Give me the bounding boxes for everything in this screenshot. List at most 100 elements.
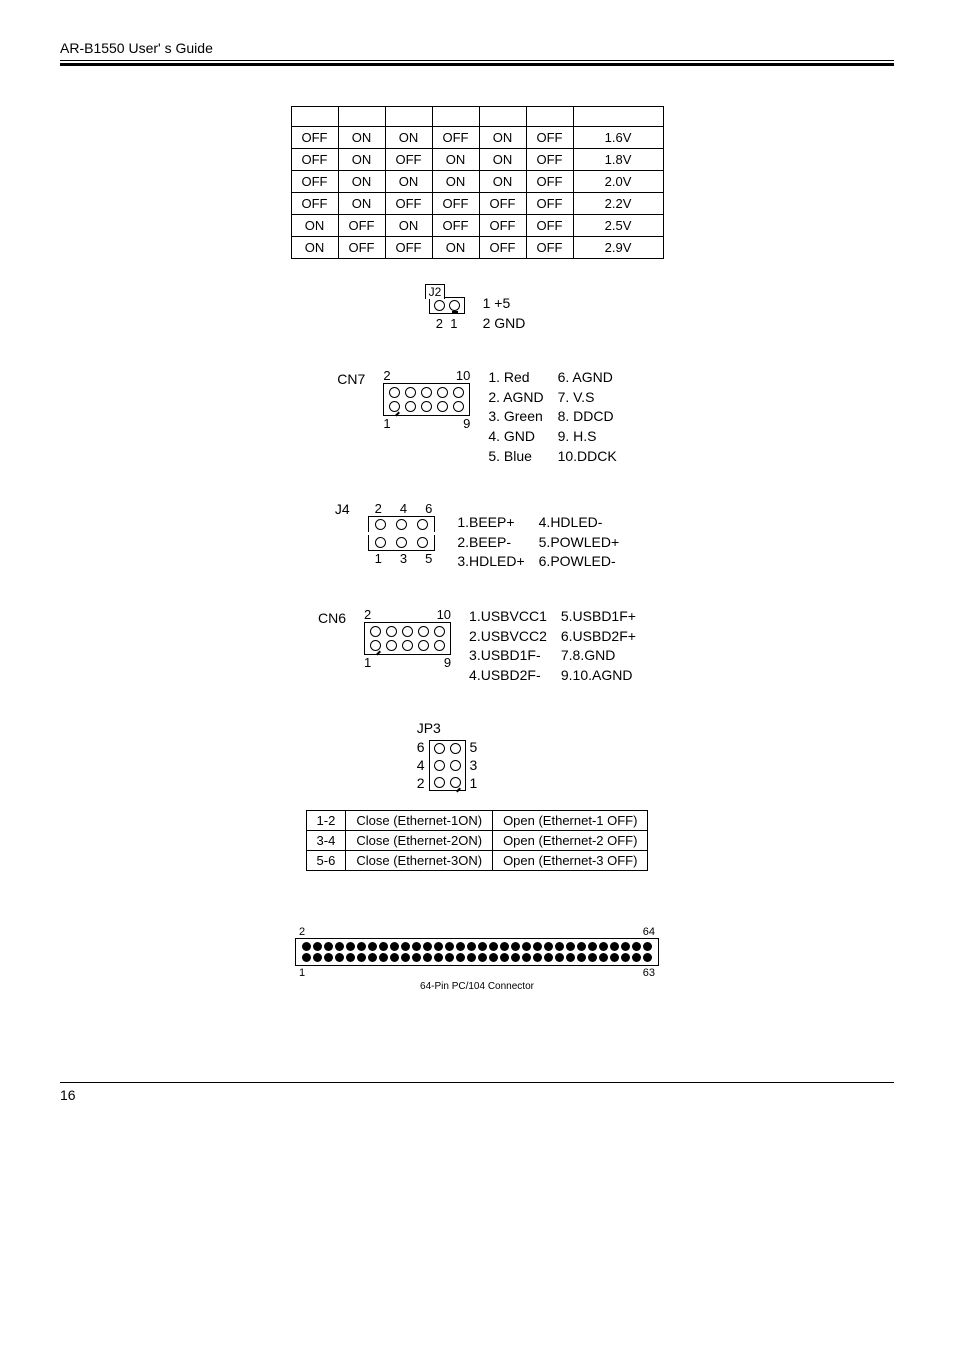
pc104-bot-nums: 163 <box>295 967 659 979</box>
pin-dot <box>346 942 355 951</box>
j2-pin-nums: 2 1 <box>429 316 465 331</box>
pin-dot <box>302 953 311 962</box>
header-title: AR-B1550 User' s Guide <box>60 40 894 56</box>
pc104-connector <box>295 938 659 966</box>
pin-dot <box>390 942 399 951</box>
j4-connector <box>368 516 435 551</box>
pin-dot <box>588 942 597 951</box>
pin-dot <box>577 942 586 951</box>
table-row: OFFONONONONOFF2.0V <box>291 171 663 193</box>
cn6-connector <box>364 622 451 655</box>
cn7-diagram: CN7 210 19 1. Red2. AGND3. Green4. GND5.… <box>337 368 616 466</box>
cn6-label: CN6 <box>318 610 346 626</box>
pin-dot <box>599 942 608 951</box>
pin-dot <box>478 953 487 962</box>
cn6-top-nums: 210 <box>364 607 451 622</box>
pin-dot <box>643 953 652 962</box>
pin-dot <box>423 942 432 951</box>
cn6-pinout: 1.USBVCC12.USBVCC23.USBD1F-4.USBD2F- 5.U… <box>469 607 636 685</box>
pin-dot <box>588 953 597 962</box>
pin-dot <box>522 942 531 951</box>
j4-diagram: J4 246 135 1.BEEP+2.BEEP-3.HDLED+ 4.HDLE… <box>335 501 619 572</box>
pin-dot <box>489 942 498 951</box>
pin-dot <box>566 953 575 962</box>
header-rule-thin <box>60 60 894 61</box>
table-row: OFFONOFFONONOFF1.8V <box>291 149 663 171</box>
pc104-diagram: 264 163 64-Pin PC/104 Connector <box>295 926 659 992</box>
pin-dot <box>434 953 443 962</box>
jp3-right-nums: 531 <box>470 738 478 792</box>
pin-dot <box>610 942 619 951</box>
pin-dot <box>401 953 410 962</box>
pin-dot <box>346 953 355 962</box>
pin-dot <box>533 942 542 951</box>
page-number: 16 <box>60 1082 894 1103</box>
j4-label: J4 <box>335 501 350 517</box>
table-row: 1-2Close (Ethernet-1ON)Open (Ethernet-1 … <box>306 811 648 831</box>
pin-dot <box>335 942 344 951</box>
pin-dot <box>368 942 377 951</box>
pin-dot <box>511 953 520 962</box>
content: OFFONONOFFONOFF1.6V OFFONOFFONONOFF1.8V … <box>60 106 894 992</box>
pin-circle <box>449 300 460 311</box>
pin-dot <box>401 942 410 951</box>
pin-dot <box>522 953 531 962</box>
pin-dot <box>456 942 465 951</box>
pin-dot <box>555 953 564 962</box>
j2-diagram: J2 2 1 1 +5 2 GND <box>429 294 526 333</box>
pin-dot <box>423 953 432 962</box>
table-row: 5-6Close (Ethernet-3ON)Open (Ethernet-3 … <box>306 851 648 871</box>
jp3-title: JP3 <box>417 720 441 736</box>
voltage-table: OFFONONOFFONOFF1.6V OFFONOFFONONOFF1.8V … <box>291 106 664 259</box>
table-row: ONOFFOFFONOFFOFF2.9V <box>291 237 663 259</box>
cn7-pinout: 1. Red2. AGND3. Green4. GND5. Blue 6. AG… <box>488 368 616 466</box>
table-row: OFFONONOFFONOFF1.6V <box>291 127 663 149</box>
pin-circle <box>434 300 445 311</box>
pin-dot <box>555 942 564 951</box>
pin-dot <box>500 942 509 951</box>
pin-dot <box>621 953 630 962</box>
pin-dot <box>632 942 641 951</box>
pin-dot <box>544 953 553 962</box>
pin-dot <box>511 942 520 951</box>
table-row: 3-4Close (Ethernet-2ON)Open (Ethernet-2 … <box>306 831 648 851</box>
j2-connector <box>429 297 465 314</box>
jp3-connector <box>429 740 466 791</box>
pin-dot <box>489 953 498 962</box>
pc104-caption: 64-Pin PC/104 Connector <box>295 981 659 992</box>
pin-dot <box>500 953 509 962</box>
cn7-bot-nums: 19 <box>383 416 470 431</box>
pin-dot <box>335 953 344 962</box>
pin-dot <box>368 953 377 962</box>
pin-dot <box>566 942 575 951</box>
j2-title: J2 <box>425 284 446 299</box>
j4-pinout: 1.BEEP+2.BEEP-3.HDLED+ 4.HDLED-5.POWLED+… <box>457 513 619 572</box>
table-row: ONOFFONOFFOFFOFF2.5V <box>291 215 663 237</box>
pin-dot <box>302 942 311 951</box>
pin-dot <box>544 942 553 951</box>
cn7-top-nums: 210 <box>383 368 470 383</box>
header-rule-thick <box>60 63 894 66</box>
pin-dot <box>533 953 542 962</box>
pin-dot <box>478 942 487 951</box>
cn6-diagram: CN6 210 19 1.USBVCC12.USBVCC23.USBD1F-4.… <box>318 607 636 685</box>
voltage-table-header <box>291 107 663 127</box>
jp3-diagram: JP3 642 531 <box>417 720 478 792</box>
cn6-bot-nums: 19 <box>364 655 451 670</box>
j4-bot-nums: 135 <box>368 551 440 566</box>
cn7-connector <box>383 383 470 416</box>
pin-dot <box>632 953 641 962</box>
pin-dot <box>390 953 399 962</box>
cn7-label: CN7 <box>337 371 365 387</box>
jp3-left-nums: 642 <box>417 738 425 792</box>
pin-dot <box>324 942 333 951</box>
pin-dot <box>324 953 333 962</box>
pin-dot <box>467 942 476 951</box>
pin-dot <box>445 942 454 951</box>
pin-dot <box>379 942 388 951</box>
pin-dot <box>456 953 465 962</box>
j4-top-nums: 246 <box>368 501 440 516</box>
pin-dot <box>599 953 608 962</box>
pin-dot <box>313 953 322 962</box>
pin-dot <box>313 942 322 951</box>
